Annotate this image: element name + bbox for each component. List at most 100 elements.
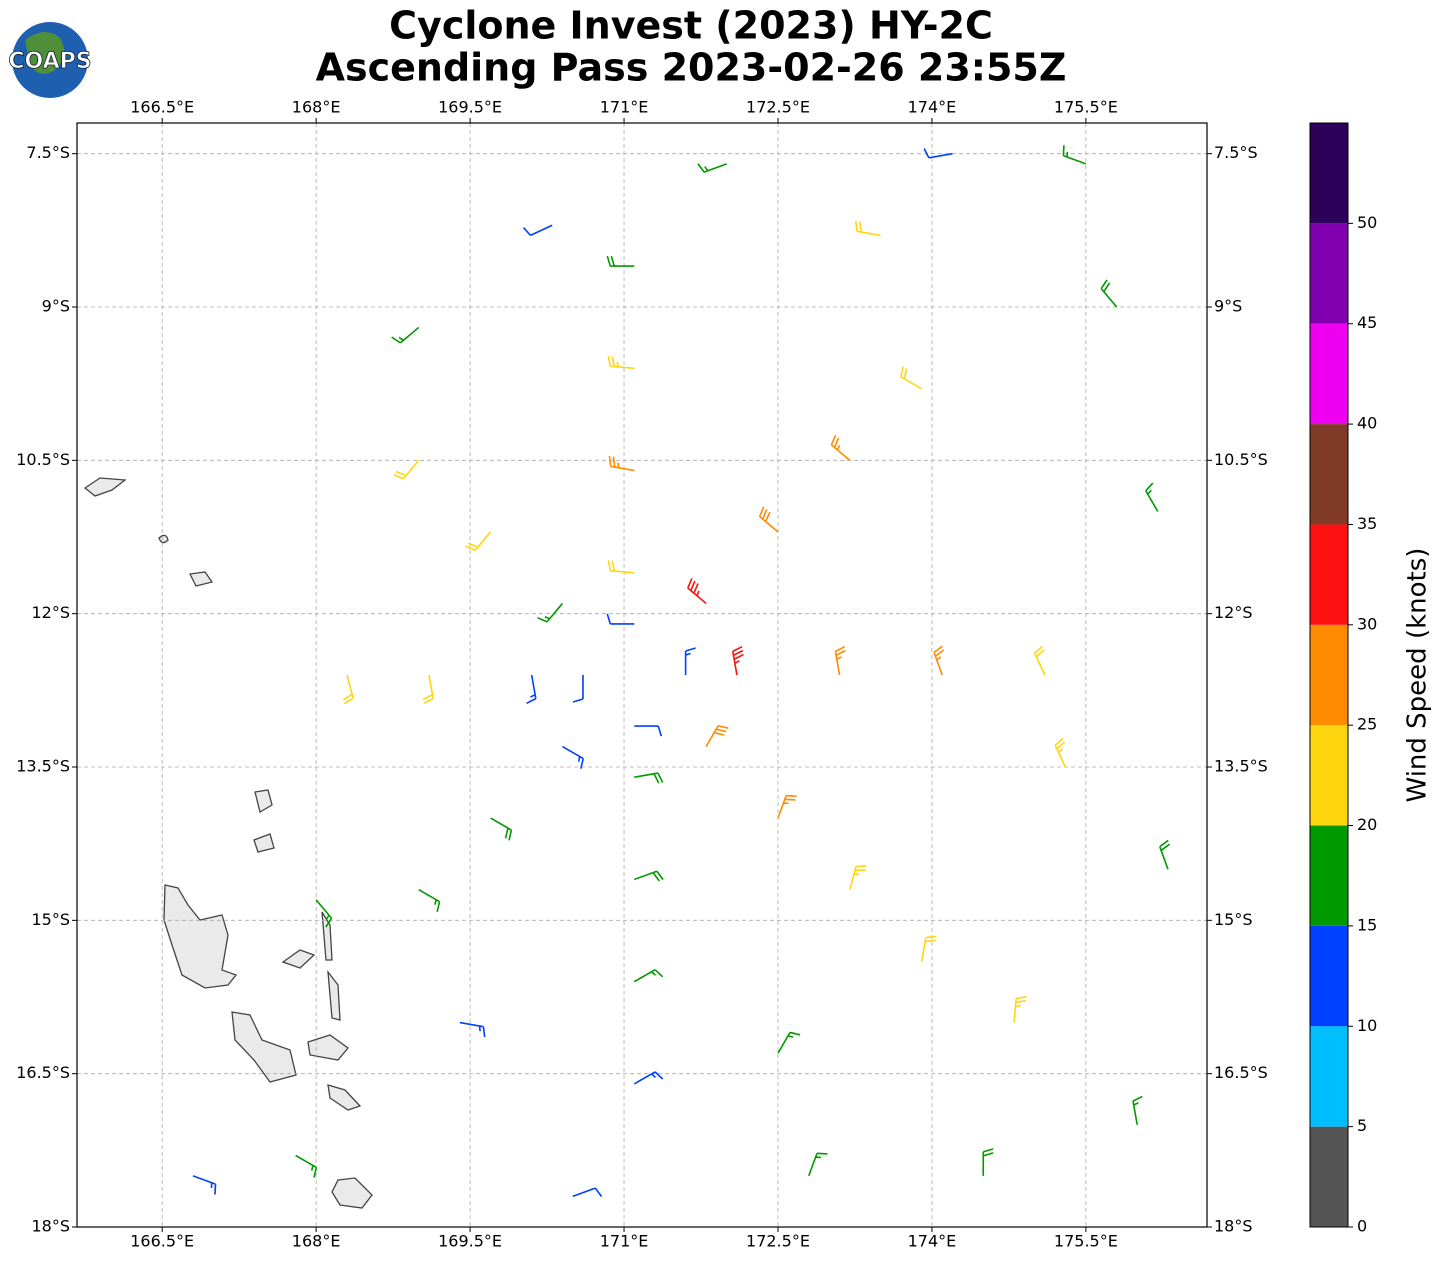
x-tick-label: 166.5°E <box>130 1232 194 1251</box>
wind-barb <box>1054 737 1067 768</box>
y-tick-label: 18°S <box>31 1217 70 1236</box>
wind-barb <box>607 355 635 370</box>
y-tick-label: 12°S <box>1214 603 1253 622</box>
island <box>327 969 341 1021</box>
x-tick-label: 172.5°E <box>746 98 810 117</box>
colorbar-tick-label: 45 <box>1357 313 1377 332</box>
x-tick-label: 168°E <box>292 98 341 117</box>
wind-barb <box>923 148 953 159</box>
wind-barb <box>633 1071 664 1085</box>
colorbar-bin <box>1310 925 1348 1027</box>
wind-barb <box>465 531 492 552</box>
island <box>307 1034 349 1061</box>
island <box>163 884 238 989</box>
y-tick-label: 9°S <box>42 297 70 316</box>
wind-barb <box>1033 645 1046 676</box>
wind-barb <box>1100 279 1118 308</box>
y-tick-label: 15°S <box>1214 910 1253 929</box>
y-tick-label: 12°S <box>31 603 70 622</box>
wind-barb <box>687 578 707 605</box>
wind-barb <box>1159 839 1171 870</box>
wind-barb <box>522 224 553 237</box>
x-tick-label: 168°E <box>292 1232 341 1251</box>
colorbar-bin <box>1310 1126 1348 1227</box>
colorbar-tick-label: 5 <box>1357 1116 1367 1135</box>
colorbar-bin <box>1310 725 1348 826</box>
wind-barb <box>1062 145 1087 165</box>
x-tick-label: 175.5°E <box>1054 1232 1118 1251</box>
colorbar-bin <box>1310 424 1348 525</box>
wind-barb <box>391 326 420 344</box>
island <box>231 1011 297 1083</box>
y-tick-label: 15°S <box>31 910 70 929</box>
y-tick-label: 9°S <box>1214 297 1242 316</box>
wind-barb <box>808 1152 828 1177</box>
wind-barb <box>606 255 635 267</box>
wind-barb <box>1013 995 1027 1023</box>
wind-barb <box>634 772 664 784</box>
colorbar-bin <box>1310 223 1348 324</box>
wind-barb <box>705 724 729 747</box>
wind-barb <box>572 675 584 703</box>
wind-barb <box>900 366 923 390</box>
wind-barb <box>777 1031 801 1054</box>
wind-barb <box>342 674 354 705</box>
wind-barb <box>834 645 846 676</box>
colorbar-tick-label: 35 <box>1357 514 1377 533</box>
wind-barb <box>830 435 851 461</box>
y-tick-label: 10.5°S <box>16 450 70 469</box>
colorbar-tick-label: 50 <box>1357 213 1377 232</box>
wind-barb <box>684 647 696 675</box>
island <box>253 833 275 853</box>
wind-barb <box>933 645 945 676</box>
logo-land <box>25 31 64 74</box>
map-frame <box>76 122 1208 1228</box>
wind-barb <box>777 794 797 819</box>
wind-barb <box>418 888 441 913</box>
x-tick-label: 175.5°E <box>1054 98 1118 117</box>
wind-barb <box>982 1148 994 1176</box>
colorbar-bin <box>1310 624 1348 726</box>
colorbar-bin <box>1310 323 1348 425</box>
x-tick-label: 169.5°E <box>438 98 502 117</box>
colorbar-frame <box>1309 122 1349 1228</box>
wind-barb <box>731 645 744 676</box>
islands <box>83 477 373 1209</box>
wind-barb <box>1132 1095 1143 1125</box>
island <box>327 1084 362 1111</box>
y-tick-label: 16.5°S <box>1214 1063 1268 1082</box>
y-tick-label: 7.5°S <box>26 143 70 162</box>
wind-barb <box>849 865 867 890</box>
wind-barb <box>758 506 779 533</box>
wind-barb <box>606 613 635 625</box>
wind-barb <box>422 674 434 705</box>
x-tick-label: 174°E <box>908 98 957 117</box>
wind-barb <box>526 674 537 705</box>
island <box>254 789 273 813</box>
wind-barb <box>192 1175 217 1195</box>
island <box>281 949 316 969</box>
wind-barb <box>537 602 564 623</box>
y-tick-label: 10.5°S <box>1214 450 1268 469</box>
wind-barb <box>634 870 664 882</box>
wind-barb <box>490 817 513 841</box>
wind-barb <box>854 220 881 237</box>
colorbar-tick-label: 10 <box>1357 1016 1377 1035</box>
x-tick-label: 172.5°E <box>746 1232 810 1251</box>
colorbar-bin <box>1310 1026 1348 1127</box>
title-line: Cyclone Invest (2023) HY-2C <box>389 4 993 48</box>
island <box>331 1177 373 1209</box>
wind-barb <box>697 163 727 173</box>
colorbar-tick-label: 30 <box>1357 614 1377 633</box>
colorbar-tick-label: 0 <box>1357 1217 1367 1236</box>
x-tick-label: 174°E <box>908 1232 957 1251</box>
island <box>83 477 127 497</box>
island <box>321 911 333 961</box>
colorbar-tick-label: 15 <box>1357 915 1377 934</box>
island <box>189 571 214 587</box>
x-tick-label: 169.5°E <box>438 1232 502 1251</box>
wind-barb <box>634 725 663 737</box>
wind-barb <box>607 560 635 574</box>
x-tick-label: 171°E <box>600 1232 649 1251</box>
y-tick-label: 18°S <box>1214 1217 1253 1236</box>
